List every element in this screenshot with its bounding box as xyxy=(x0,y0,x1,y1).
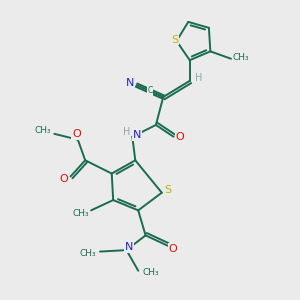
Text: S: S xyxy=(164,185,171,195)
Text: O: O xyxy=(72,129,81,140)
Text: N: N xyxy=(126,78,134,88)
Text: CH₃: CH₃ xyxy=(233,53,250,62)
Text: H: H xyxy=(123,127,131,137)
Text: C: C xyxy=(147,86,153,95)
Text: O: O xyxy=(176,132,184,142)
Text: N: N xyxy=(133,130,141,140)
Text: H: H xyxy=(196,74,203,83)
Text: O: O xyxy=(60,174,68,184)
Text: S: S xyxy=(172,34,178,45)
Text: CH₃: CH₃ xyxy=(73,209,89,218)
Text: CH₃: CH₃ xyxy=(142,268,159,277)
Text: CH₃: CH₃ xyxy=(79,249,96,258)
Text: CH₃: CH₃ xyxy=(34,126,51,135)
Text: O: O xyxy=(169,244,177,254)
Text: N: N xyxy=(124,242,133,252)
